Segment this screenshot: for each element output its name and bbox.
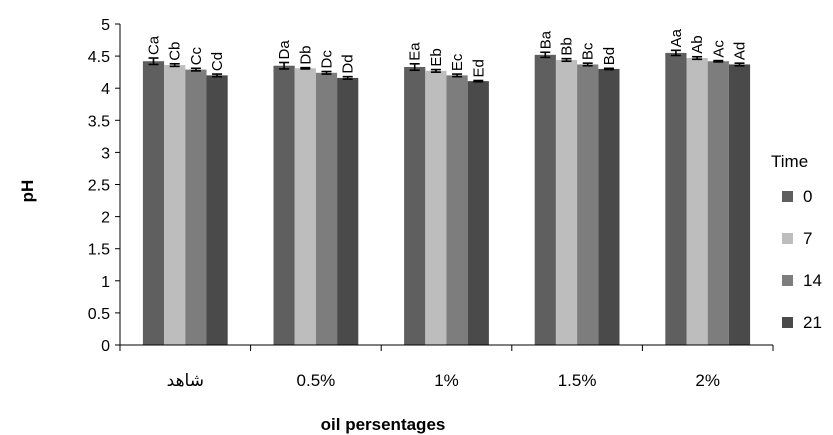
error-bar <box>692 55 703 61</box>
data-label: Dc <box>319 50 336 69</box>
error-bar <box>279 61 290 70</box>
error-bar <box>582 62 593 67</box>
x-category-label: شاهد <box>167 371 204 390</box>
y-tick-label: 4.5 <box>88 49 110 66</box>
bar <box>707 61 729 346</box>
data-label: Ed <box>470 59 487 77</box>
error-bar <box>670 49 681 57</box>
legend-item: 21 <box>782 313 822 332</box>
y-tick-label: 2.5 <box>88 178 110 195</box>
legend: 0 7 14 21 <box>782 187 822 332</box>
error-bar <box>734 62 745 67</box>
error-bar <box>540 51 551 59</box>
y-tick-label: 4 <box>101 81 110 98</box>
error-bar <box>713 59 724 63</box>
x-category-label: 2% <box>695 371 720 390</box>
data-label: Da <box>276 40 293 60</box>
legend-label: 14 <box>803 271 822 290</box>
bar <box>142 61 165 346</box>
error-bar <box>321 70 332 75</box>
error-bar <box>300 66 311 70</box>
bar <box>598 68 620 345</box>
legend-label: 7 <box>803 229 812 248</box>
bar <box>185 69 207 345</box>
bar <box>446 75 468 346</box>
legend-label: 21 <box>803 313 822 332</box>
bar <box>577 64 599 346</box>
data-label: Ab <box>689 35 706 53</box>
x-category-label: 1.5% <box>558 371 597 390</box>
x-axis-categories: شاهد 0.5% 1% 1.5% 2% <box>119 345 774 390</box>
bar <box>534 54 556 345</box>
bar <box>728 64 751 346</box>
y-tick-label: 3.5 <box>88 113 110 130</box>
error-bar <box>473 79 484 83</box>
data-label: Cd <box>209 52 226 71</box>
y-axis-ticks: 0 0.5 1 1.5 2 2.5 3 3.5 4 4.5 5 <box>88 17 120 355</box>
legend-item: 7 <box>782 229 812 248</box>
data-label: Bb <box>559 37 576 55</box>
bar <box>164 65 186 345</box>
data-label: Ec <box>449 53 466 71</box>
data-label: Ad <box>732 42 749 60</box>
y-tick-label: 1.5 <box>88 242 110 259</box>
bar <box>273 65 295 345</box>
y-tick-label: 0.5 <box>88 306 110 323</box>
bar <box>404 67 426 345</box>
bar <box>686 58 708 345</box>
legend-swatch <box>782 275 793 286</box>
y-tick-label: 1 <box>101 274 110 291</box>
data-labels: Ca Cb Cc Cd Da Db Dc Dd Ea Eb Ec Ed Ba Bb Bc Bd Aa Ab Ac Ad <box>146 28 749 77</box>
data-label: Bd <box>601 47 618 65</box>
bar-series <box>142 52 751 346</box>
legend-title: Time <box>771 152 808 171</box>
data-label: Dd <box>340 54 357 73</box>
error-bar <box>603 67 614 71</box>
data-label: Cb <box>167 42 184 61</box>
data-label: Cc <box>188 46 205 65</box>
data-label: Ac <box>710 40 727 58</box>
legend-item: 0 <box>782 187 812 206</box>
legend-label: 0 <box>803 187 812 206</box>
data-label: Db <box>297 45 314 64</box>
x-category-label: 1% <box>434 371 459 390</box>
data-label: Bc <box>580 42 597 60</box>
legend-swatch <box>782 191 793 202</box>
y-tick-label: 0 <box>101 338 110 355</box>
error-bar <box>169 63 180 68</box>
x-category-label: 0.5% <box>297 371 336 390</box>
x-axis-title: oil persentages <box>321 415 446 434</box>
data-label: Aa <box>668 28 685 47</box>
data-label: Ea <box>407 42 424 61</box>
error-bar <box>430 68 441 73</box>
bar <box>665 52 687 345</box>
y-tick-label: 2 <box>101 210 110 227</box>
error-bar <box>409 63 420 72</box>
error-bars <box>148 49 745 83</box>
error-bar <box>561 57 572 63</box>
data-label: Ba <box>537 30 554 49</box>
error-bar <box>190 67 201 72</box>
bar <box>294 68 316 345</box>
legend-swatch <box>782 233 793 244</box>
bar <box>315 72 338 346</box>
legend-item: 14 <box>782 271 822 290</box>
bar <box>206 75 228 346</box>
bar <box>467 81 489 345</box>
legend-swatch <box>782 317 793 328</box>
y-tick-label: 3 <box>101 145 110 162</box>
y-tick-label: 5 <box>101 17 110 34</box>
y-axis-title: pH <box>18 180 37 203</box>
bar <box>555 59 578 346</box>
error-bar <box>212 73 223 78</box>
error-bar <box>148 57 159 66</box>
data-label: Eb <box>428 48 445 66</box>
error-bar <box>452 73 463 78</box>
data-label: Ca <box>146 35 163 55</box>
bar <box>425 70 447 345</box>
error-bar <box>342 75 353 81</box>
bar <box>337 77 359 345</box>
